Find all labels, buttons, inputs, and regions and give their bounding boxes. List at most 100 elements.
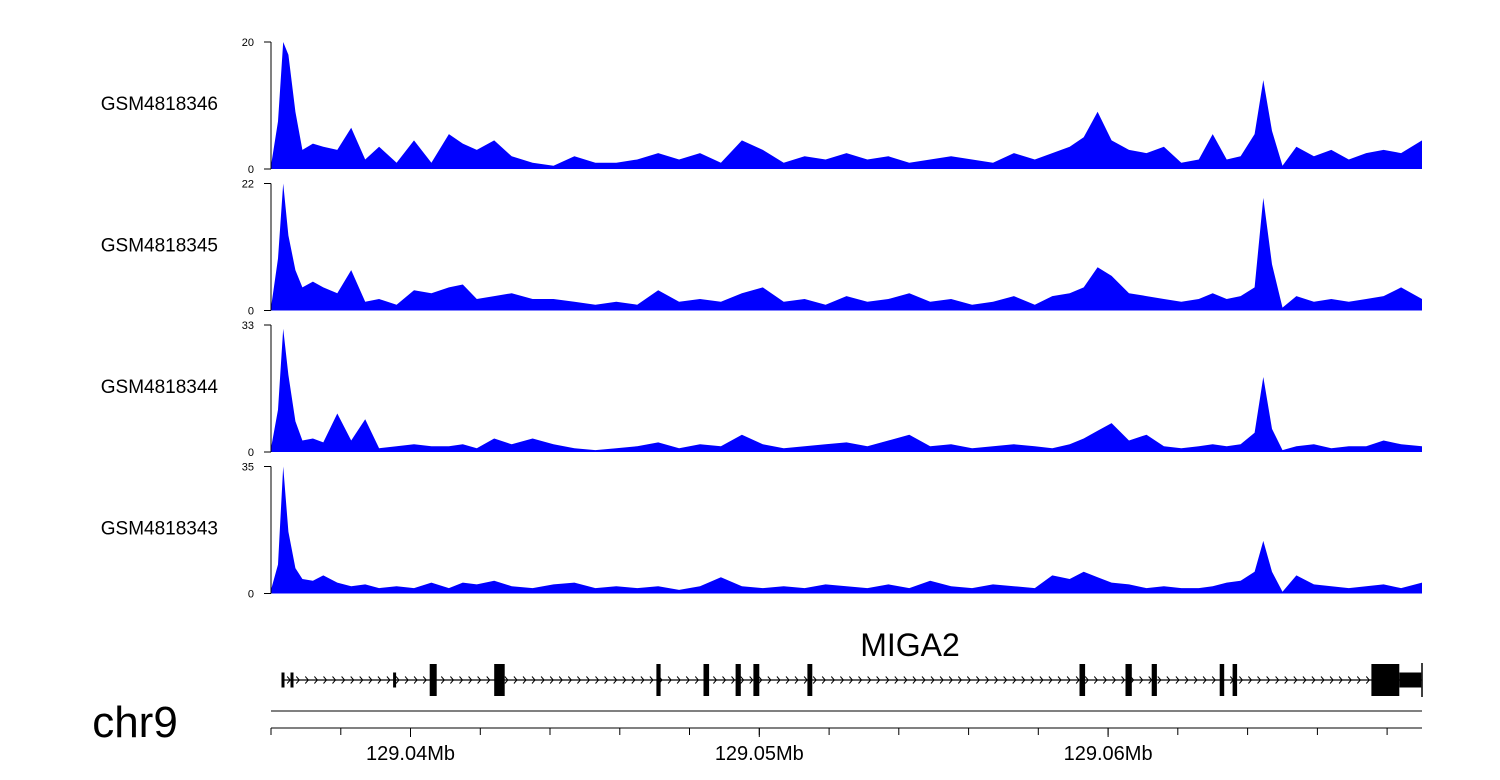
- strand-arrow: [948, 676, 953, 684]
- strand-arrow: [713, 676, 718, 684]
- strand-arrow: [1084, 676, 1089, 684]
- exon-block: [1125, 664, 1132, 696]
- exon-block: [1399, 672, 1422, 688]
- strand-arrow: [994, 676, 999, 684]
- exon-block: [1232, 664, 1238, 696]
- strand-arrow: [1039, 676, 1044, 684]
- strand-arrow: [649, 676, 654, 684]
- strand-arrow: [604, 676, 609, 684]
- strand-arrow: [921, 676, 926, 684]
- strand-arrow: [767, 676, 772, 684]
- strand-arrow: [985, 676, 990, 684]
- strand-arrow: [858, 676, 863, 684]
- y-tick-label-max: 35: [242, 462, 254, 474]
- y-tick-label-min: 0: [248, 306, 254, 318]
- strand-arrow: [1112, 676, 1117, 684]
- strand-arrow: [731, 676, 736, 684]
- exon-block: [753, 664, 760, 696]
- strand-arrow: [1030, 676, 1035, 684]
- strand-arrow: [513, 676, 518, 684]
- coverage-tracks: 200GSM4818346220GSM4818345330GSM48183443…: [101, 37, 1422, 601]
- strand-arrow: [567, 676, 572, 684]
- exon-block: [1371, 664, 1400, 696]
- x-tick-label: 129.05Mb: [715, 743, 804, 765]
- gene-name-label: MIGA2: [860, 627, 960, 663]
- strand-arrow: [749, 676, 754, 684]
- strand-arrow: [957, 676, 962, 684]
- strand-arrow: [1057, 676, 1062, 684]
- strand-arrow: [1284, 676, 1289, 684]
- strand-arrow: [1012, 676, 1017, 684]
- strand-arrow: [966, 676, 971, 684]
- track-label: GSM4818345: [101, 236, 218, 257]
- exon-block: [703, 664, 710, 696]
- exon-block: [735, 664, 741, 696]
- y-tick-label-min: 0: [248, 447, 254, 459]
- strand-arrow: [1202, 676, 1207, 684]
- strand-arrow: [930, 676, 935, 684]
- strand-arrow: [939, 676, 944, 684]
- strand-arrow: [1211, 676, 1216, 684]
- strand-arrow: [876, 676, 881, 684]
- strand-arrow: [395, 676, 400, 684]
- strand-arrow: [413, 676, 418, 684]
- strand-arrow: [785, 676, 790, 684]
- exon-block: [1151, 664, 1157, 696]
- strand-arrow: [377, 676, 382, 684]
- exon-block: [1219, 664, 1225, 696]
- strand-arrow: [758, 676, 763, 684]
- strand-arrow: [422, 676, 427, 684]
- strand-arrow: [1066, 676, 1071, 684]
- strand-arrow: [286, 676, 291, 684]
- strand-arrow: [613, 676, 618, 684]
- strand-arrow: [314, 676, 319, 684]
- exon-block: [290, 672, 294, 688]
- strand-arrow: [1248, 676, 1253, 684]
- strand-arrow: [1048, 676, 1053, 684]
- strand-arrow: [1302, 676, 1307, 684]
- strand-arrow: [440, 676, 445, 684]
- strand-arrow: [1338, 676, 1343, 684]
- strand-arrow: [522, 676, 527, 684]
- strand-arrow: [304, 676, 309, 684]
- strand-arrow: [840, 676, 845, 684]
- coverage-area: [271, 466, 1422, 594]
- strand-arrow: [867, 676, 872, 684]
- strand-arrow: [1021, 676, 1026, 684]
- strand-arrow: [1320, 676, 1325, 684]
- exon-block: [656, 664, 661, 696]
- strand-arrow: [685, 676, 690, 684]
- strand-arrow: [976, 676, 981, 684]
- genome-axis: chr9 129.04Mb 129.05Mb 129.06Mb: [92, 698, 1422, 765]
- y-tick-label-max: 33: [242, 320, 254, 332]
- strand-arrow: [531, 676, 536, 684]
- strand-arrow: [1121, 676, 1126, 684]
- y-tick-label-min: 0: [248, 164, 254, 176]
- strand-arrow: [577, 676, 582, 684]
- strand-arrow: [359, 676, 364, 684]
- strand-arrow: [667, 676, 672, 684]
- x-tick-label: 129.04Mb: [366, 743, 455, 765]
- strand-arrow: [1356, 676, 1361, 684]
- strand-arrow: [295, 676, 300, 684]
- strand-arrow: [1193, 676, 1198, 684]
- strand-arrow: [595, 676, 600, 684]
- strand-arrow: [1239, 676, 1244, 684]
- strand-arrow: [812, 676, 817, 684]
- strand-arrow: [1139, 676, 1144, 684]
- strand-arrow: [1175, 676, 1180, 684]
- strand-arrow: [622, 676, 627, 684]
- coverage-area: [271, 328, 1422, 452]
- gene-track: MIGA2: [281, 627, 1423, 697]
- exon-block: [1079, 664, 1086, 696]
- strand-arrow: [1003, 676, 1008, 684]
- strand-arrow: [404, 676, 409, 684]
- strand-arrow: [1184, 676, 1189, 684]
- strand-arrow: [912, 676, 917, 684]
- strand-arrow: [1329, 676, 1334, 684]
- strand-arrow: [722, 676, 727, 684]
- strand-arrow: [776, 676, 781, 684]
- strand-arrow: [450, 676, 455, 684]
- coverage-track-1: 20 0 GSM4818346: [101, 37, 1422, 176]
